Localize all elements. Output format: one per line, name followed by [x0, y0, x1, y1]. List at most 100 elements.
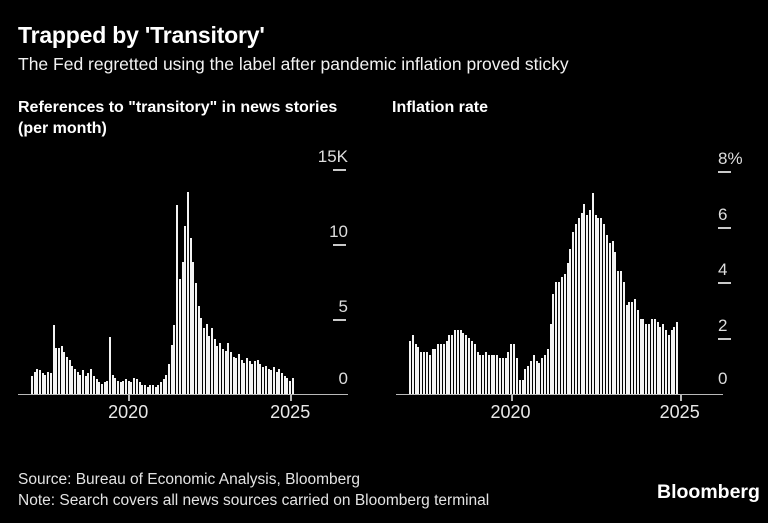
page-subtitle: The Fed regretted using the label after …: [18, 54, 569, 74]
bar: [555, 282, 558, 394]
y-axis-tick-dash: [333, 319, 346, 321]
x-axis-label: 2020: [108, 402, 149, 422]
bar: [634, 299, 636, 394]
bar: [264, 365, 267, 394]
bar: [490, 354, 493, 394]
bar: [259, 364, 262, 394]
bar: [203, 328, 205, 394]
y-axis-tick-dash: [718, 338, 731, 341]
bar: [535, 360, 538, 394]
bar: [529, 360, 532, 394]
bar: [262, 367, 265, 394]
bar: [275, 371, 278, 394]
bar: [82, 370, 85, 394]
bar: [221, 349, 224, 394]
bar: [608, 243, 611, 394]
bar: [256, 359, 259, 394]
bar: [639, 318, 642, 394]
bar: [237, 353, 240, 394]
right-chart-title: Inflation rate: [392, 99, 489, 116]
bar: [200, 317, 203, 394]
bar: [428, 354, 431, 394]
source-line: Source: Bureau of Economic Analysis, Blo…: [18, 471, 361, 488]
bar: [181, 262, 184, 394]
bar: [60, 346, 63, 394]
bar: [157, 385, 160, 394]
bar: [208, 335, 211, 394]
bar: [493, 354, 496, 394]
bar: [267, 368, 270, 394]
bar: [456, 329, 459, 394]
y-axis-tick-label: 5: [338, 297, 348, 316]
bar: [283, 376, 286, 394]
bloomberg-logo: Bloomberg: [657, 481, 760, 503]
bar: [462, 332, 465, 394]
y-axis-tick-dash: [718, 226, 731, 229]
bar: [272, 367, 275, 394]
bar: [439, 343, 442, 394]
bar: [549, 324, 552, 394]
x-axis-label: 2025: [659, 402, 700, 422]
bar: [420, 352, 423, 394]
bar: [586, 215, 589, 394]
y-axis-tick: 5: [333, 298, 348, 321]
bar: [165, 374, 168, 394]
bar: [431, 349, 434, 394]
bar: [98, 382, 101, 394]
bar: [76, 371, 79, 394]
bar: [63, 352, 66, 394]
bar: [614, 251, 617, 394]
bar: [197, 305, 200, 394]
bar: [566, 262, 569, 394]
bar: [670, 329, 673, 394]
bar: [243, 362, 246, 394]
bar: [178, 278, 181, 394]
bar: [280, 373, 283, 394]
bar: [541, 357, 544, 394]
bar: [552, 293, 555, 394]
bar: [270, 370, 273, 394]
bar: [227, 343, 230, 394]
x-axis-label: 2020: [490, 402, 531, 422]
bar: [558, 282, 561, 394]
y-axis-tick-dash: [333, 169, 346, 171]
bar: [597, 218, 600, 394]
bar: [617, 271, 620, 394]
x-axis-tick: [128, 394, 131, 401]
bar: [659, 327, 662, 394]
bar: [667, 335, 670, 394]
y-axis-tick-label: 4: [718, 260, 728, 280]
bar: [251, 364, 254, 394]
y-axis-tick: 4: [718, 260, 731, 285]
bar: [55, 347, 58, 394]
bar: [574, 223, 577, 394]
y-axis-tick: 10: [329, 223, 348, 246]
x-axis-tick: [290, 394, 293, 401]
y-axis-tick-label: 8%: [718, 148, 743, 168]
bar: [68, 359, 71, 394]
bar: [154, 386, 157, 394]
bar: [513, 343, 516, 394]
bar: [631, 301, 634, 394]
bar: [465, 335, 468, 394]
bar: [544, 354, 546, 394]
y-axis-tick-dash: [718, 282, 731, 285]
bar: [248, 361, 251, 394]
bar: [409, 341, 411, 394]
bar: [625, 304, 628, 394]
y-axis-tick: 2: [718, 317, 731, 341]
bar: [92, 376, 95, 394]
bar: [417, 346, 420, 394]
bar: [580, 212, 583, 394]
bar: [151, 385, 154, 394]
bar: [527, 366, 530, 394]
bar: [278, 368, 281, 394]
bar: [130, 382, 133, 394]
bar: [211, 328, 214, 394]
bar: [44, 374, 47, 394]
transitory-references-chart: 15K 10 5 0 2020 2025: [18, 148, 348, 421]
bar: [33, 371, 36, 394]
y-axis-tick-dash: [718, 170, 731, 173]
bar: [162, 379, 165, 394]
